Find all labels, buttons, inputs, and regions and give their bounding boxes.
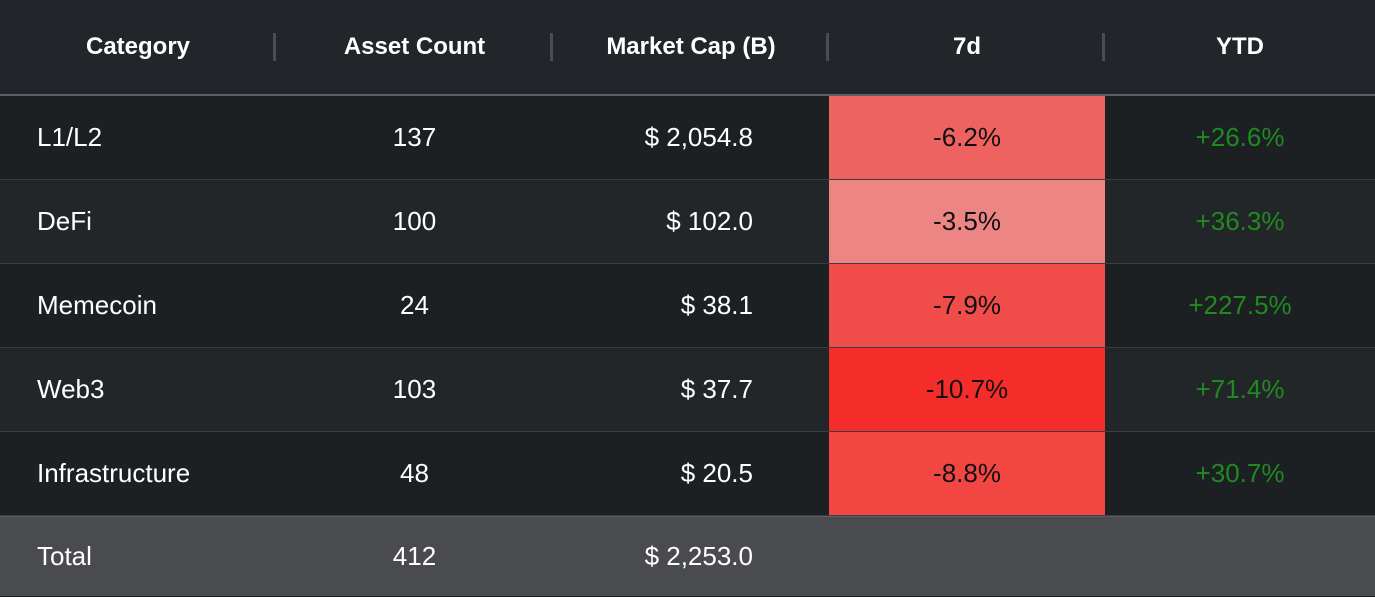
cell-market-cap[interactable]: $ 37.7 — [680, 374, 753, 404]
table-row[interactable]: Web3 103 $ 37.7 -10.7% +71.4% — [0, 348, 1375, 432]
cell-ytd-change[interactable]: +30.7% — [1195, 458, 1285, 488]
column-header-category[interactable]: Category — [0, 0, 276, 94]
footer-ytd — [1105, 517, 1375, 596]
cell-7d-change[interactable]: -3.5% — [829, 180, 1105, 263]
cell-7d-change[interactable]: -7.9% — [829, 264, 1105, 347]
cell-asset-count[interactable]: 100 — [392, 206, 437, 236]
cell-asset-count[interactable]: 103 — [392, 374, 437, 404]
cell-ytd-change[interactable]: +71.4% — [1195, 374, 1285, 404]
cell-7d-change[interactable]: -8.8% — [829, 432, 1105, 515]
footer-label: Total — [37, 541, 92, 571]
cell-7d-change[interactable]: -10.7% — [829, 348, 1105, 431]
column-header-label: Category — [85, 33, 191, 60]
cell-asset-count[interactable]: 24 — [400, 290, 429, 320]
cell-asset-count[interactable]: 48 — [400, 458, 429, 488]
footer-market-cap: $ 2,253.0 — [644, 541, 753, 571]
cell-category[interactable]: L1/L2 — [37, 122, 103, 152]
cell-category[interactable]: DeFi — [37, 206, 92, 236]
table-row[interactable]: Memecoin 24 $ 38.1 -7.9% +227.5% — [0, 264, 1375, 348]
column-resize-handle[interactable] — [826, 33, 829, 61]
column-resize-handle[interactable] — [550, 33, 553, 61]
column-header-label: 7d — [952, 33, 981, 60]
cell-ytd-change[interactable]: +36.3% — [1195, 206, 1285, 236]
cell-ytd-change[interactable]: +26.6% — [1195, 122, 1285, 152]
cell-asset-count[interactable]: 137 — [392, 122, 437, 152]
cell-category[interactable]: Web3 — [37, 374, 105, 404]
cell-market-cap[interactable]: $ 2,054.8 — [644, 122, 753, 152]
table-row[interactable]: Infrastructure 48 $ 20.5 -8.8% +30.7% — [0, 432, 1375, 516]
column-resize-handle[interactable] — [273, 33, 276, 61]
cell-market-cap[interactable]: $ 20.5 — [680, 458, 753, 488]
header-row: Category Asset Count Market Cap (B) 7d Y… — [0, 0, 1375, 96]
column-header-7d[interactable]: 7d — [829, 0, 1105, 94]
column-header-label: Asset Count — [343, 33, 486, 60]
column-resize-handle[interactable] — [1102, 33, 1105, 61]
cell-market-cap[interactable]: $ 38.1 — [680, 290, 753, 320]
column-header-ytd[interactable]: YTD — [1105, 0, 1375, 94]
cell-ytd-change[interactable]: +227.5% — [1188, 290, 1292, 320]
table-row[interactable]: L1/L2 137 $ 2,054.8 -6.2% +26.6% — [0, 96, 1375, 180]
footer-asset-count: 412 — [392, 541, 437, 571]
column-header-label: Market Cap (B) — [606, 33, 776, 60]
cell-category[interactable]: Memecoin — [37, 290, 157, 320]
column-header-asset-count[interactable]: Asset Count — [276, 0, 553, 94]
cell-7d-change[interactable]: -6.2% — [829, 96, 1105, 179]
cell-market-cap[interactable]: $ 102.0 — [666, 206, 753, 236]
column-header-label: YTD — [1216, 33, 1264, 60]
footer-row: Total 412 $ 2,253.0 — [0, 516, 1375, 596]
table-row[interactable]: DeFi 100 $ 102.0 -3.5% +36.3% — [0, 180, 1375, 264]
cell-category[interactable]: Infrastructure — [37, 458, 191, 488]
footer-7d — [829, 517, 1105, 596]
column-header-market-cap[interactable]: Market Cap (B) — [553, 0, 829, 94]
